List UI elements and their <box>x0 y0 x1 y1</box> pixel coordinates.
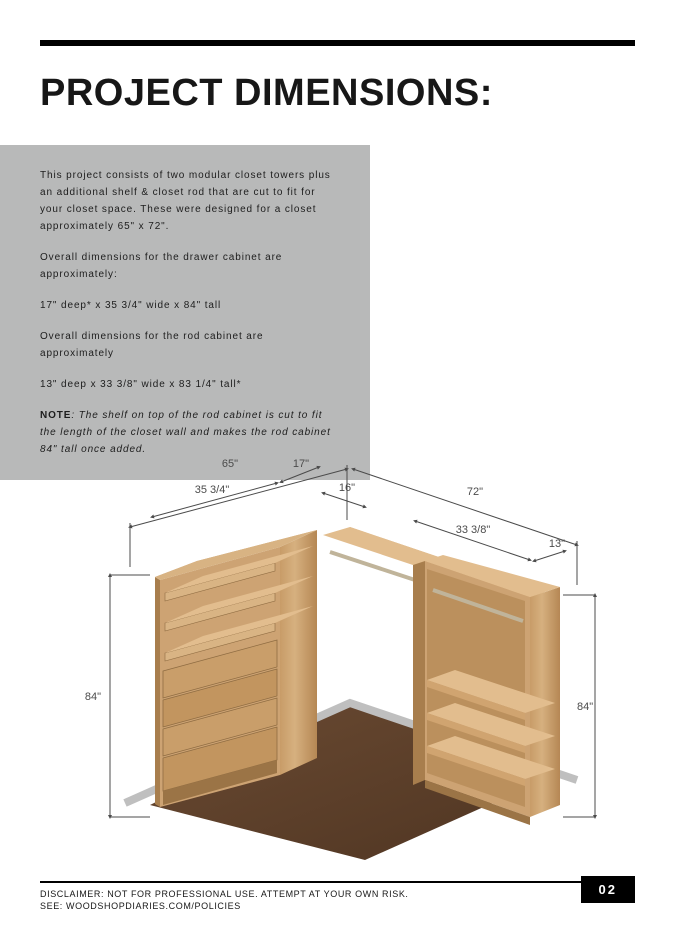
page-title: PROJECT DIMENSIONS: <box>40 72 493 115</box>
intro-p4: Overall dimensions for the rod cabinet a… <box>40 328 338 362</box>
note-label: NOTE <box>40 410 71 421</box>
dim-84l: 84" <box>85 691 101 703</box>
footer-rule <box>40 881 635 883</box>
dim-33: 33 3/8" <box>456 524 491 536</box>
dimensions-diagram: 65" 72" 35 3/4" 17" 16" 33 3/8" 13" 84" … <box>55 445 615 860</box>
dim-17: 17" <box>293 458 309 470</box>
intro-p3: 17" deep* x 35 3/4" wide x 84" tall <box>40 297 338 314</box>
dim-65: 65" <box>222 458 238 470</box>
footer-disclaimer: DISCLAIMER: NOT FOR PROFESSIONAL USE. AT… <box>40 888 409 913</box>
top-rule <box>40 40 635 46</box>
rod-cabinet <box>413 555 560 825</box>
intro-p2: Overall dimensions for the drawer cabine… <box>40 249 338 283</box>
drawer-cabinet <box>155 530 317 807</box>
footer-line2: SEE: WOODSHOPDIARIES.COM/POLICIES <box>40 900 409 913</box>
intro-panel: This project consists of two modular clo… <box>0 145 370 480</box>
dim-72: 72" <box>467 486 483 498</box>
page-number: 02 <box>581 876 635 903</box>
dim-16: 16" <box>339 482 355 494</box>
intro-p5: 13" deep x 33 3/8" wide x 83 1/4" tall* <box>40 376 338 393</box>
dim-84r: 84" <box>577 701 593 713</box>
dim-35: 35 3/4" <box>195 484 230 496</box>
footer-line1: DISCLAIMER: NOT FOR PROFESSIONAL USE. AT… <box>40 888 409 901</box>
dim-13: 13" <box>549 538 565 550</box>
intro-p1: This project consists of two modular clo… <box>40 167 338 235</box>
